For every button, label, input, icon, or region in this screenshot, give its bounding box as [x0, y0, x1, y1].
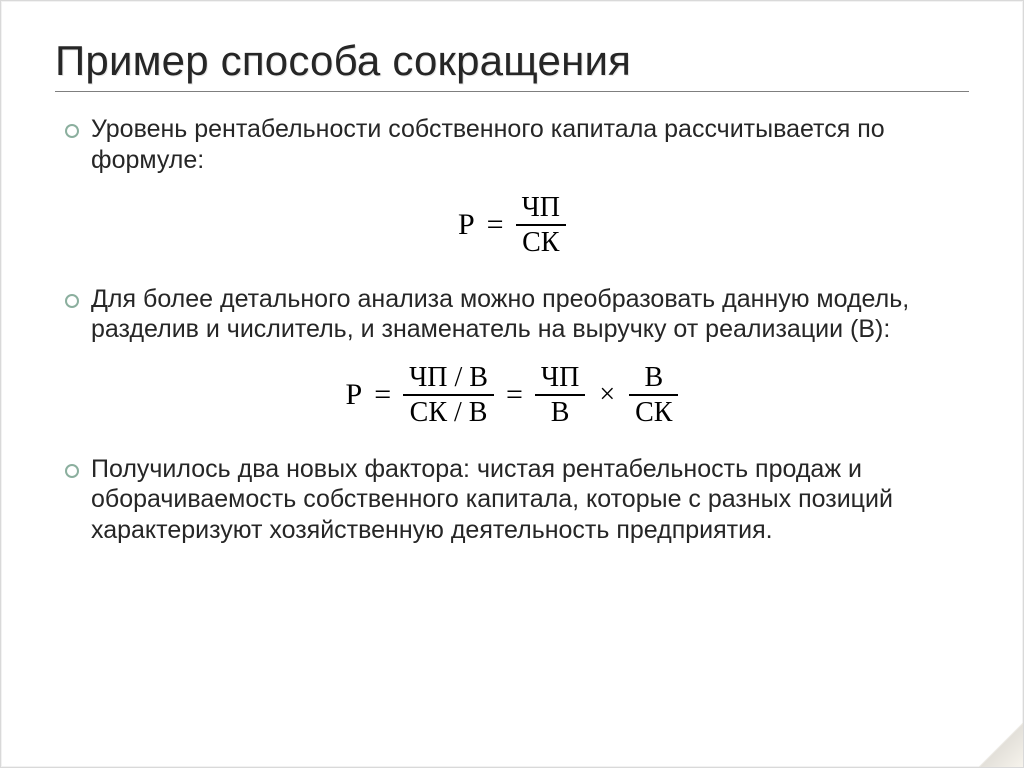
formula-2: Р = ЧП / В СК / В = ЧП В × В СК: [55, 363, 969, 428]
bullet-text: Уровень рентабельности собственного капи…: [91, 115, 885, 174]
bullet-item: Уровень рентабельности собственного капи…: [61, 114, 969, 175]
formula1-lhs: Р: [458, 208, 475, 242]
bullet-list: Уровень рентабельности собственного капи…: [61, 114, 969, 175]
bullet-item: Для более детального анализа можно преоб…: [61, 284, 969, 345]
formula-1: Р = ЧП СК: [55, 193, 969, 258]
formula2-eq2: =: [506, 378, 523, 412]
bullet-list: Получилось два новых фактора: чистая рен…: [61, 454, 969, 546]
formula2-lhs: Р: [346, 378, 363, 412]
slide-title: Пример способа сокращения: [55, 37, 969, 85]
fraction-bar: [535, 394, 585, 396]
formula1-eq: =: [487, 208, 504, 242]
title-underline: Пример способа сокращения: [55, 37, 969, 92]
formula2a-numerator: ЧП / В: [403, 363, 494, 392]
formula2-times: ×: [597, 379, 617, 411]
fraction-bar: [516, 224, 566, 226]
formula1-denominator: СК: [516, 228, 565, 257]
fraction-bar: [629, 394, 678, 396]
formula2-fraction-c: В СК: [629, 363, 678, 428]
slide: Пример способа сокращения Уровень рентаб…: [0, 0, 1024, 768]
bullet-item: Получилось два новых фактора: чистая рен…: [61, 454, 969, 546]
formula2a-denominator: СК / В: [404, 398, 494, 427]
bullet-list: Для более детального анализа можно преоб…: [61, 284, 969, 345]
formula2-fraction-a: ЧП / В СК / В: [403, 363, 494, 428]
formula2c-numerator: В: [638, 363, 669, 392]
formula2c-denominator: СК: [629, 398, 678, 427]
formula1-numerator: ЧП: [516, 193, 566, 222]
bullet-text: Для более детального анализа можно преоб…: [91, 285, 909, 344]
formula2b-numerator: ЧП: [535, 363, 585, 392]
fraction-bar: [403, 394, 494, 396]
formula2b-denominator: В: [545, 398, 576, 427]
formula1-fraction: ЧП СК: [516, 193, 566, 258]
page-curl-icon: [979, 723, 1023, 767]
bullet-text: Получилось два новых фактора: чистая рен…: [91, 455, 893, 544]
formula2-eq1: =: [374, 378, 391, 412]
formula2-fraction-b: ЧП В: [535, 363, 585, 428]
